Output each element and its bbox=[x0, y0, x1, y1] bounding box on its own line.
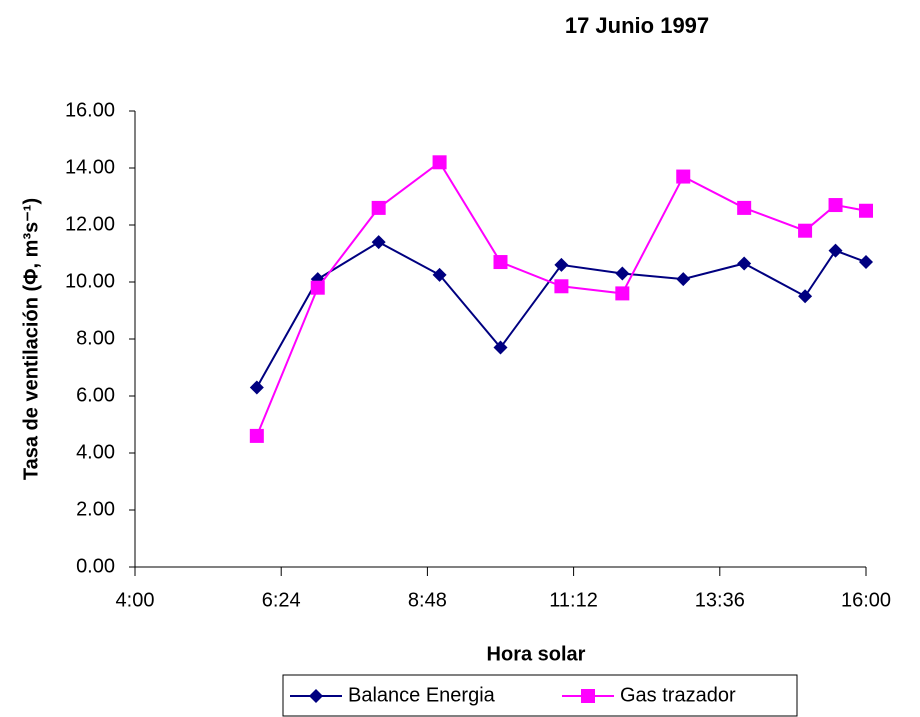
marker bbox=[798, 223, 813, 238]
marker bbox=[859, 255, 873, 270]
x-tick-label: 16:00 bbox=[841, 589, 891, 611]
marker bbox=[828, 198, 843, 213]
marker bbox=[798, 289, 813, 304]
marker bbox=[676, 169, 691, 184]
series-line bbox=[255, 240, 867, 388]
y-tick-label: 16.00 bbox=[65, 99, 115, 121]
y-tick-label: 6.00 bbox=[76, 384, 115, 406]
x-tick-label: 6:24 bbox=[262, 589, 301, 611]
y-tick-label: 14.00 bbox=[65, 156, 115, 178]
chart-title: 17 Junio 1997 bbox=[565, 13, 709, 38]
x-tick-label: 4:00 bbox=[116, 589, 155, 611]
marker bbox=[676, 272, 691, 287]
marker bbox=[371, 235, 386, 250]
legend-marker bbox=[581, 689, 595, 703]
marker bbox=[615, 286, 630, 301]
marker bbox=[371, 200, 386, 215]
marker bbox=[432, 155, 447, 170]
marker bbox=[310, 280, 325, 295]
y-tick-label: 2.00 bbox=[76, 498, 115, 520]
marker bbox=[432, 267, 447, 282]
marker bbox=[493, 340, 508, 355]
legend-label: Balance Energia bbox=[348, 684, 496, 706]
y-tick-label: 10.00 bbox=[65, 270, 115, 292]
marker bbox=[554, 257, 569, 272]
marker bbox=[859, 203, 873, 218]
y-axis-label: Tasa de ventilación (Φ, m³s⁻¹) bbox=[20, 198, 42, 480]
x-axis-label: Hora solar bbox=[487, 643, 586, 665]
marker bbox=[249, 380, 264, 395]
legend-label: Gas trazador bbox=[620, 684, 736, 706]
legend-box bbox=[282, 674, 798, 717]
x-tick-label: 8:48 bbox=[408, 589, 447, 611]
marker bbox=[828, 243, 843, 258]
legend-marker bbox=[309, 689, 323, 703]
marker bbox=[554, 279, 569, 294]
marker bbox=[493, 255, 508, 270]
marker bbox=[737, 256, 752, 271]
marker bbox=[249, 428, 264, 443]
marker bbox=[737, 200, 752, 215]
series-line bbox=[255, 160, 867, 437]
x-tick-label: 11:12 bbox=[549, 589, 598, 611]
y-tick-label: 8.00 bbox=[76, 327, 115, 349]
y-tick-label: 12.00 bbox=[65, 213, 115, 235]
y-tick-label: 4.00 bbox=[76, 441, 115, 463]
x-tick-label: 13:36 bbox=[695, 589, 745, 611]
marker bbox=[615, 266, 630, 281]
y-tick-label: 0.00 bbox=[76, 555, 115, 577]
